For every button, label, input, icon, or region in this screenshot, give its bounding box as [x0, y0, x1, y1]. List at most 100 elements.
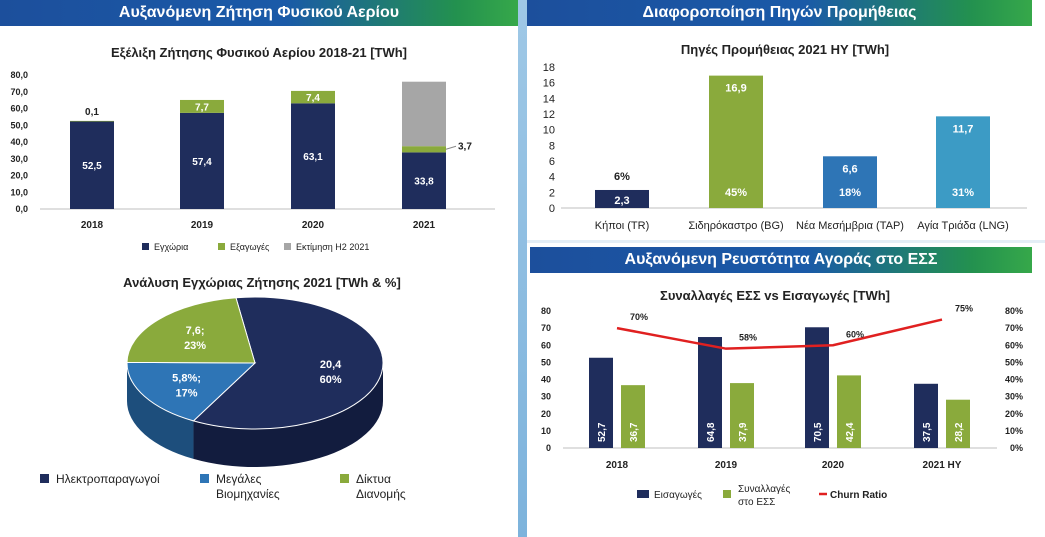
trades-y2-tick-label: 70%: [1005, 323, 1023, 333]
trades-x-tick-label: 2021 ΗΥ: [923, 460, 962, 471]
demand-bar-domestic-2019: [180, 112, 224, 209]
demand-x-tick-label: 2021: [413, 220, 436, 231]
supply-x-tick-label: Κήποι (TR): [595, 220, 650, 232]
demand-exports-data-label: 3,7: [458, 141, 472, 152]
demand-x-tick-label: 2019: [191, 220, 214, 231]
domestic-pie-title: Ανάλυση Εγχώριας Ζήτησης 2021 [TWh & %]: [123, 275, 401, 290]
trades-bar-trades-2020: [837, 375, 861, 448]
trades-y-tick-label: 40: [541, 375, 551, 385]
supply-y-tick-label: 14: [543, 93, 555, 105]
banner-supply-diversification: Διαφοροποίηση Πηγών Προμήθειας: [527, 0, 1032, 26]
supply-bar-Αγία Τριάδα (LNG): [936, 116, 990, 208]
churn-ratio-data-label: 75%: [955, 304, 973, 314]
trades-y-tick-label: 10: [541, 426, 551, 436]
demand-x-tick-label: 2018: [81, 220, 104, 231]
trades-bar-trades-2018: [621, 385, 645, 448]
supply-bar-Σιδηρόκαστρο (BG): [709, 75, 763, 208]
pie-slice-side-Μεγάλες Βιομηχανίες: [127, 363, 194, 459]
pie-legend-swatch: [340, 474, 349, 483]
demand-legend-swatch: [142, 243, 149, 250]
demand-bar-domestic-2020: [291, 103, 335, 209]
pie-legend-swatch: [200, 474, 209, 483]
demand-y-tick-label: 50,0: [10, 120, 28, 130]
trades-bar-trades-2021 ΗΥ: [946, 399, 970, 448]
trades-y2-tick-label: 30%: [1005, 392, 1023, 402]
trades-y2-tick-label: 0%: [1010, 443, 1023, 453]
trades-y2-tick-label: 80%: [1005, 306, 1023, 316]
trades-y-tick-label: 30: [541, 392, 551, 402]
pie-legend-label: Μεγάλες Βιομηχανίες: [216, 472, 280, 501]
trades-x-tick-label: 2020: [822, 460, 845, 471]
supply-y-tick-label: 16: [543, 78, 555, 90]
supply-y-tick-label: 18: [543, 62, 555, 74]
trades-y2-tick-label: 20%: [1005, 409, 1023, 419]
supply-pct-label: 45%: [725, 187, 747, 199]
trades-legend-label: Εισαγωγές: [654, 489, 702, 501]
supply-bar-Νέα Μεσήμβρια (TAP): [823, 156, 877, 208]
demand-domestic-data-label: 63,1: [303, 152, 323, 163]
demand-chart-title: Εξέλιξη Ζήτησης Φυσικού Αερίου 2018-21 […: [111, 45, 407, 60]
trades-y2-tick-label: 60%: [1005, 340, 1023, 350]
panel-divider-horizontal: [527, 240, 1045, 243]
trades-bar-imports-2021 ΗΥ: [914, 383, 938, 448]
trades-bar-data-label: 52,7: [597, 422, 608, 442]
trades-x-tick-label: 2019: [715, 460, 738, 471]
trades-bar-data-label: 37,9: [738, 422, 749, 442]
trades-bar-data-label: 42,4: [845, 422, 856, 442]
trades-legend-label: Churn Ratio: [830, 490, 887, 501]
churn-ratio-data-label: 70%: [630, 312, 648, 322]
trades-y-tick-label: 70: [541, 323, 551, 333]
pie-legend-label: Ηλεκτροπαραγωγοί: [56, 472, 160, 486]
pie-slice-Μεγάλες Βιομηχανίες: [126, 361, 257, 422]
supply-y-tick-label: 10: [543, 125, 555, 137]
supply-pct-label: 18%: [839, 187, 861, 199]
demand-bar-exports-2021: [402, 146, 446, 153]
trades-bar-data-label: 28,2: [954, 422, 965, 442]
demand-exports-data-label: 7,4: [306, 93, 320, 104]
pie-legend-swatch: [40, 474, 49, 483]
demand-y-tick-label: 80,0: [10, 70, 28, 80]
demand-chart: Εξέλιξη Ζήτησης Φυσικού Αερίου 2018-21 […: [10, 45, 495, 252]
supply-x-tick-label: Νέα Μεσήμβρια (TAP): [796, 220, 904, 232]
supply-x-tick-label: Σιδηρόκαστρο (BG): [688, 220, 783, 232]
demand-y-tick-label: 60,0: [10, 104, 28, 114]
churn-ratio-data-label: 58%: [739, 333, 757, 343]
demand-legend-swatch: [218, 243, 225, 250]
demand-legend-label: Εξαγωγές: [230, 242, 270, 252]
demand-domestic-data-label: 52,5: [82, 161, 102, 172]
trades-bar-data-label: 36,7: [629, 422, 640, 442]
banner-gas-demand: Αυξανόμενη Ζήτηση Φυσικού Αερίου: [0, 0, 518, 26]
demand-exports-label-leader: [445, 145, 457, 150]
pie-slice-Ηλεκτροπαραγωγοί: [192, 296, 384, 430]
churn-ratio-data-label: 60%: [846, 329, 864, 339]
pie-slice-value-label: 5,8%;: [172, 373, 201, 385]
trades-y2-tick-label: 40%: [1005, 375, 1023, 385]
domestic-demand-pie-chart: Ανάλυση Εγχώριας Ζήτησης 2021 [TWh & %] 2…: [40, 275, 406, 501]
supply-x-tick-label: Αγία Τριάδα (LNG): [917, 220, 1009, 232]
supply-y-tick-label: 12: [543, 109, 555, 121]
supply-value-label-top: 6,6: [842, 163, 857, 175]
churn-ratio-line: [616, 318, 943, 350]
demand-domestic-data-label: 33,8: [414, 177, 434, 188]
supply-value-label-top: 11,7: [953, 123, 974, 135]
demand-bar-domestic-2021: [402, 152, 446, 209]
trades-bar-trades-2019: [730, 383, 754, 448]
supply-y-tick-label: 6: [549, 156, 555, 168]
trades-y-tick-label: 60: [541, 340, 551, 350]
demand-x-tick-label: 2020: [302, 220, 325, 231]
trades-legend-swatch-trades: [723, 490, 731, 498]
demand-bar-exports-2020: [291, 90, 335, 104]
supply-bar-Κήποι (TR): [595, 189, 649, 208]
pie-legend-label: Δίκτυα Διανομής: [356, 472, 406, 501]
supply-y-tick-label: 4: [549, 172, 555, 184]
demand-bar-estimate-2021: [402, 81, 446, 147]
demand-exports-data-label: 0,1: [85, 107, 99, 118]
pie-slice-side-Ηλεκτροπαραγωγοί: [193, 363, 383, 467]
demand-legend-label: Εγχώρια: [154, 242, 188, 252]
trades-vs-imports-chart: Συναλλαγές ΕΣΣ vs Εισαγωγές [TWh] 0 10 20 30…: [541, 288, 1023, 508]
supply-pct-label: 31%: [952, 187, 974, 199]
trades-x-tick-label: 2018: [606, 460, 629, 471]
supply-y-tick-label: 2: [549, 187, 555, 199]
trades-bar-data-label: 37,5: [922, 422, 933, 442]
demand-bar-domestic-2018: [70, 121, 114, 209]
